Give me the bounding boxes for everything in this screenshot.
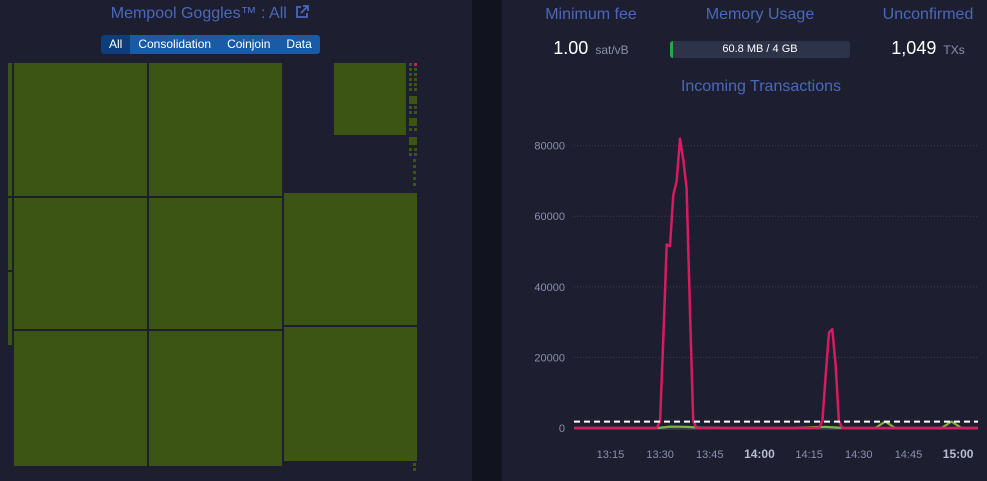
tx-block <box>414 73 417 76</box>
y-tick-label: 0 <box>559 423 565 435</box>
goggles-filter-group: All Consolidation Coinjoin Data <box>101 35 320 54</box>
tx-block <box>413 159 416 162</box>
chart-title: Incoming Transactions <box>680 78 842 95</box>
filter-all-button[interactable]: All <box>101 35 131 54</box>
tx-block <box>414 106 417 109</box>
tx-block <box>414 63 417 66</box>
tx-block <box>409 63 412 66</box>
tx-block <box>334 63 406 135</box>
tx-block <box>149 63 282 196</box>
tx-block <box>414 153 417 156</box>
tx-block <box>414 83 417 86</box>
tx-block <box>409 96 417 104</box>
goggles-title[interactable]: Mempool Goggles™ : All <box>0 5 420 23</box>
tx-block <box>414 128 417 131</box>
tx-block <box>149 198 282 329</box>
tx-block <box>149 331 282 466</box>
x-tick-label: 13:30 <box>646 449 674 461</box>
tx-block <box>8 198 12 270</box>
incoming-transactions-chart[interactable]: 0 20000 40000 60000 80000 13:15 13:30 13:45 14:0… <box>502 0 987 481</box>
min-fee-value: 1.00 sat/vB <box>534 38 648 59</box>
series-line-pink <box>574 137 978 430</box>
tx-block <box>413 177 416 180</box>
min-fee-number: 1.00 <box>553 38 589 58</box>
tx-block <box>409 111 412 114</box>
y-tick-label: 20000 <box>534 352 565 364</box>
tx-block <box>14 63 147 196</box>
tx-block <box>413 468 416 471</box>
memory-usage-bar: 60.8 MB / 4 GB <box>670 41 850 58</box>
mempool-stats-panel: Minimum fee Memory Usage Unconfirmed 1.0… <box>502 0 987 481</box>
tx-block <box>14 331 147 466</box>
x-tick-label: 14:45 <box>895 449 923 461</box>
filter-coinjoin-button[interactable]: Coinjoin <box>219 35 279 54</box>
tx-block <box>413 165 416 168</box>
unconfirmed-number: 1,049 <box>891 38 937 58</box>
external-link-icon[interactable] <box>295 5 310 19</box>
unconfirmed-label: Unconfirmed <box>882 6 974 23</box>
mempool-goggles-panel: Mempool Goggles™ : All All Consolidation… <box>0 0 472 481</box>
tx-block <box>413 183 416 186</box>
min-fee-label: Minimum fee <box>545 6 637 23</box>
tx-block <box>409 83 412 86</box>
unconfirmed-unit: TXs <box>943 43 965 57</box>
tx-block <box>284 327 417 461</box>
filter-data-button[interactable]: Data <box>278 35 320 54</box>
tx-block <box>409 118 417 126</box>
tx-block <box>414 111 417 114</box>
x-tick-label: 15:00 <box>943 447 974 461</box>
y-tick-label: 80000 <box>534 141 565 153</box>
tx-block <box>414 88 417 91</box>
small-tx-column[interactable] <box>409 63 417 471</box>
min-fee-unit: sat/vB <box>595 43 629 57</box>
filter-consolidation-button[interactable]: Consolidation <box>130 35 220 54</box>
x-tick-label: 13:45 <box>696 449 724 461</box>
tx-block <box>409 68 412 71</box>
tx-block <box>414 68 417 71</box>
goggles-title-text[interactable]: Mempool Goggles™ : All <box>110 5 287 22</box>
tx-block <box>409 78 412 81</box>
tx-block <box>284 193 417 325</box>
memory-usage-text: 60.8 MB / 4 GB <box>722 43 798 55</box>
y-tick-label: 60000 <box>534 211 565 223</box>
tx-block <box>409 128 412 131</box>
tx-block <box>409 137 417 145</box>
tx-block <box>409 73 412 76</box>
unconfirmed-value: 1,049 TXs <box>878 38 978 59</box>
tx-block <box>8 63 12 196</box>
tx-block <box>414 148 417 151</box>
x-tick-label: 14:30 <box>845 449 873 461</box>
y-tick-label: 40000 <box>534 282 565 294</box>
tx-block <box>413 463 416 466</box>
x-tick-label: 13:15 <box>597 449 625 461</box>
tx-block <box>409 148 412 151</box>
tx-block <box>413 171 416 174</box>
tx-block <box>409 106 412 109</box>
tx-block <box>409 153 412 156</box>
tx-block <box>14 198 147 329</box>
tx-block <box>409 88 412 91</box>
mempool-block-visualization[interactable] <box>0 0 472 481</box>
x-tick-label: 14:00 <box>744 447 775 461</box>
tx-block <box>414 78 417 81</box>
tx-block <box>8 272 12 345</box>
memory-usage-fill <box>670 41 673 58</box>
memory-usage-label: Memory Usage <box>705 6 815 23</box>
x-tick-label: 14:15 <box>795 449 823 461</box>
